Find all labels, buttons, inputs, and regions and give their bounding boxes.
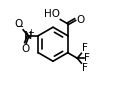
Text: F: F (84, 53, 90, 63)
Text: F: F (82, 43, 88, 53)
Text: O: O (76, 15, 84, 25)
Text: HO: HO (44, 9, 60, 19)
Text: −: − (16, 22, 24, 32)
Text: O: O (15, 19, 23, 29)
Text: F: F (82, 63, 88, 73)
Text: +: + (28, 28, 34, 37)
Text: N: N (24, 31, 32, 41)
Text: O: O (21, 44, 30, 54)
